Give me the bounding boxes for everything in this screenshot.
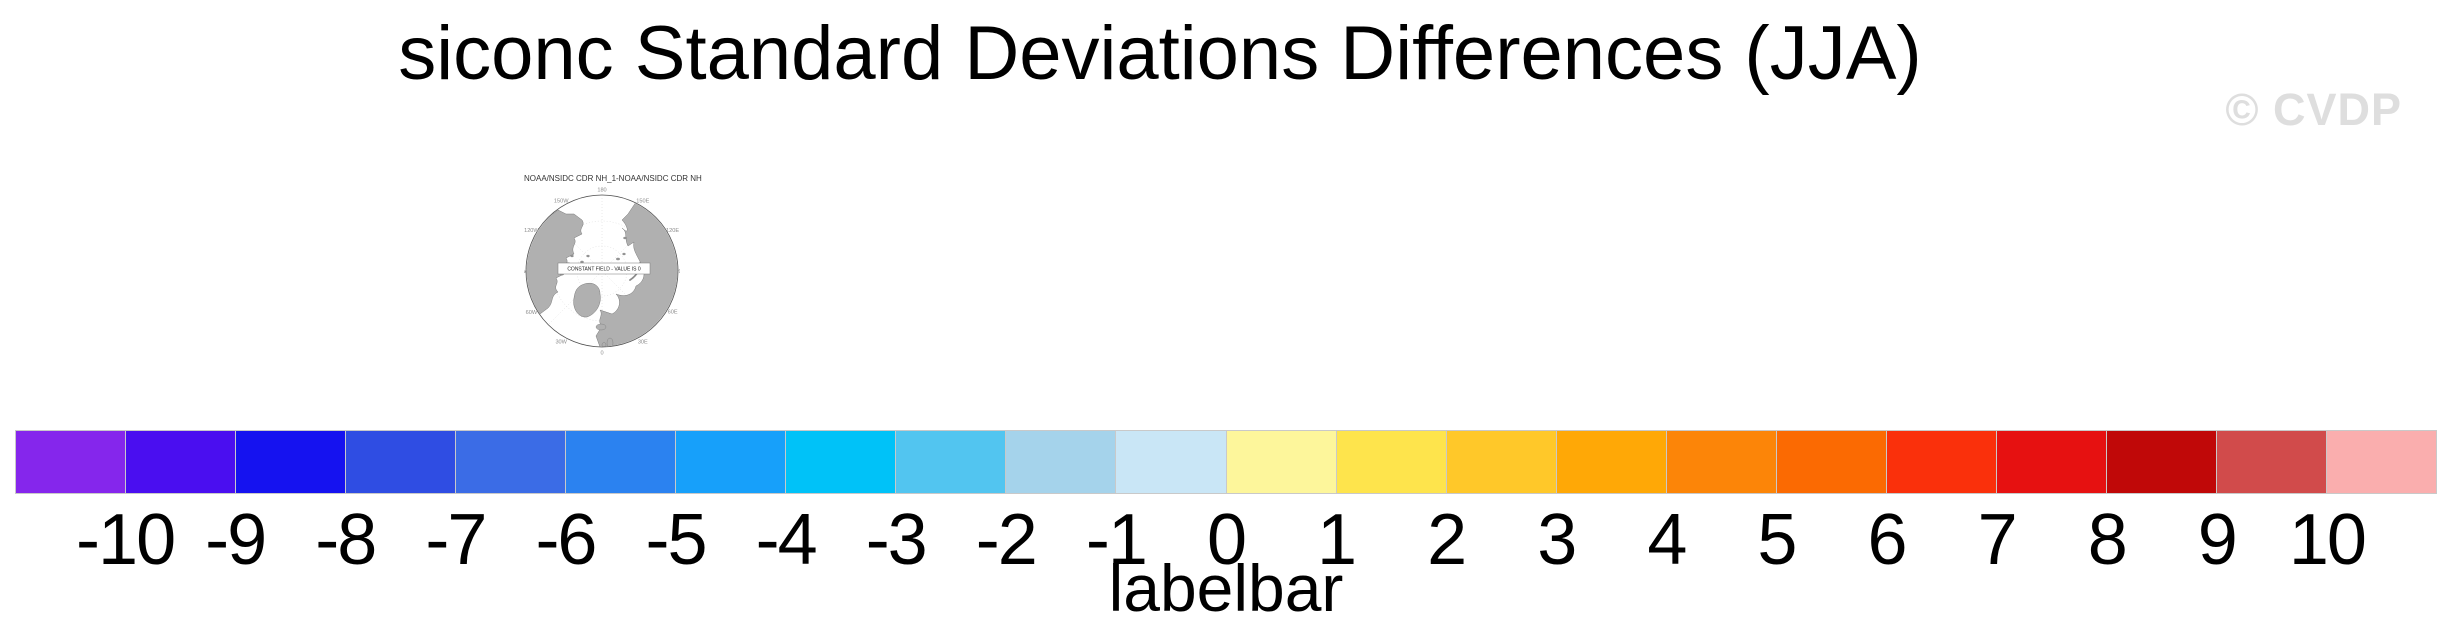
labelbar-tick-label: 5: [1757, 500, 1797, 580]
labelbar-tick-label: 9: [2197, 500, 2238, 580]
labelbar-tick-label: -2: [975, 500, 1038, 580]
map-lon-labels: 180 150E 120E 90E 60E 30E 0 30W 60W 90W 120W 150W: [524, 188, 680, 357]
map-lon-label: 120E: [666, 228, 679, 234]
labelbar-tick-label: 8: [2087, 500, 2128, 580]
map-lon-label: 90W: [524, 269, 527, 275]
labelbar-tick-label: -6: [535, 500, 597, 580]
labelbar-color-box: [1666, 431, 1776, 493]
map-island-ireland: [601, 342, 607, 347]
labelbar-color-box: [346, 431, 456, 493]
labelbar-strip: [15, 430, 2437, 494]
polar-map-panel: NOAA/NSIDC CDR NH_1-NOAA/NSIDC CDR NH: [524, 172, 702, 358]
map-landmass-north-america: [526, 209, 584, 315]
labelbar-color-box: [236, 431, 346, 493]
labelbar-color-box: [1776, 431, 1886, 493]
labelbar-color-box: [2216, 431, 2326, 493]
labelbar-color-box: [1336, 431, 1446, 493]
map-constant-field-message: CONSTANT FIELD - VALUE IS 0: [567, 267, 641, 273]
labelbar-color-box: [456, 431, 566, 493]
labelbar-color-box: [566, 431, 676, 493]
page-title: siconc Standard Deviations Differences (…: [398, 11, 1922, 96]
labelbar-color-box: [2326, 431, 2437, 493]
labelbar-color-box: [2106, 431, 2216, 493]
map-constant-field-box: CONSTANT FIELD - VALUE IS 0: [557, 262, 651, 275]
map-lon-label: 0: [600, 351, 603, 357]
labelbar-color-box: [786, 431, 896, 493]
labelbar-color-box: [1556, 431, 1666, 493]
map-island-britain: [606, 337, 614, 347]
map-landmass-greenland: [573, 283, 601, 318]
labelbar-color-box: [676, 431, 786, 493]
labelbar-tick-label: -10: [76, 500, 176, 580]
map-lon-label: 30W: [555, 340, 567, 346]
map-lon-label: 60W: [526, 310, 538, 316]
labelbar-tick-label: -8: [315, 500, 377, 580]
cvdp-watermark: © CVDP: [2225, 84, 2402, 135]
labelbar-color-box: [1116, 431, 1226, 493]
labelbar-tick-label: 10: [2288, 500, 2367, 580]
labelbar-color-box: [1006, 431, 1116, 493]
labelbar-tick-label: -3: [865, 500, 928, 580]
map-lon-label: 150W: [554, 198, 569, 204]
labelbar-tick-label: 4: [1647, 500, 1687, 580]
labelbar-tick-label: -4: [755, 500, 818, 580]
map-lon-label: 150E: [636, 198, 649, 204]
labelbar-color-box: [126, 431, 236, 493]
labelbar-tick-label: 2: [1427, 500, 1467, 580]
labelbar-color-box: [1446, 431, 1556, 493]
labelbar-color-box: [1886, 431, 1996, 493]
labelbar-tick-label: -9: [205, 500, 267, 580]
map-lon-label: 30E: [638, 340, 648, 346]
polar-map: 180 150E 120E 90E 60E 30E 0 30W 60W 90W 120W 150W C…: [524, 188, 680, 357]
map-lon-label: 60E: [668, 310, 678, 316]
labelbar-color-box: [16, 431, 126, 493]
labelbar-color-box: [1226, 431, 1336, 493]
map-lon-label: 90E: [679, 269, 680, 275]
labelbar-caption: labelbar: [1108, 551, 1344, 625]
labelbar-color-box: [1996, 431, 2106, 493]
labelbar-tick-label: -5: [645, 500, 708, 580]
labelbar-tick-label: 3: [1537, 500, 1577, 580]
map-lon-label: 180: [597, 188, 606, 194]
map-island-iceland: [595, 323, 607, 331]
labelbar-color-box: [896, 431, 1006, 493]
labelbar-tick-label: 6: [1867, 500, 1908, 580]
map-lon-label: 120W: [524, 228, 539, 234]
map-subtitle: NOAA/NSIDC CDR NH_1-NOAA/NSIDC CDR NH: [524, 174, 702, 183]
labelbar-tick-label: -7: [425, 500, 487, 580]
labelbar-tick-label: 7: [1977, 500, 2018, 580]
